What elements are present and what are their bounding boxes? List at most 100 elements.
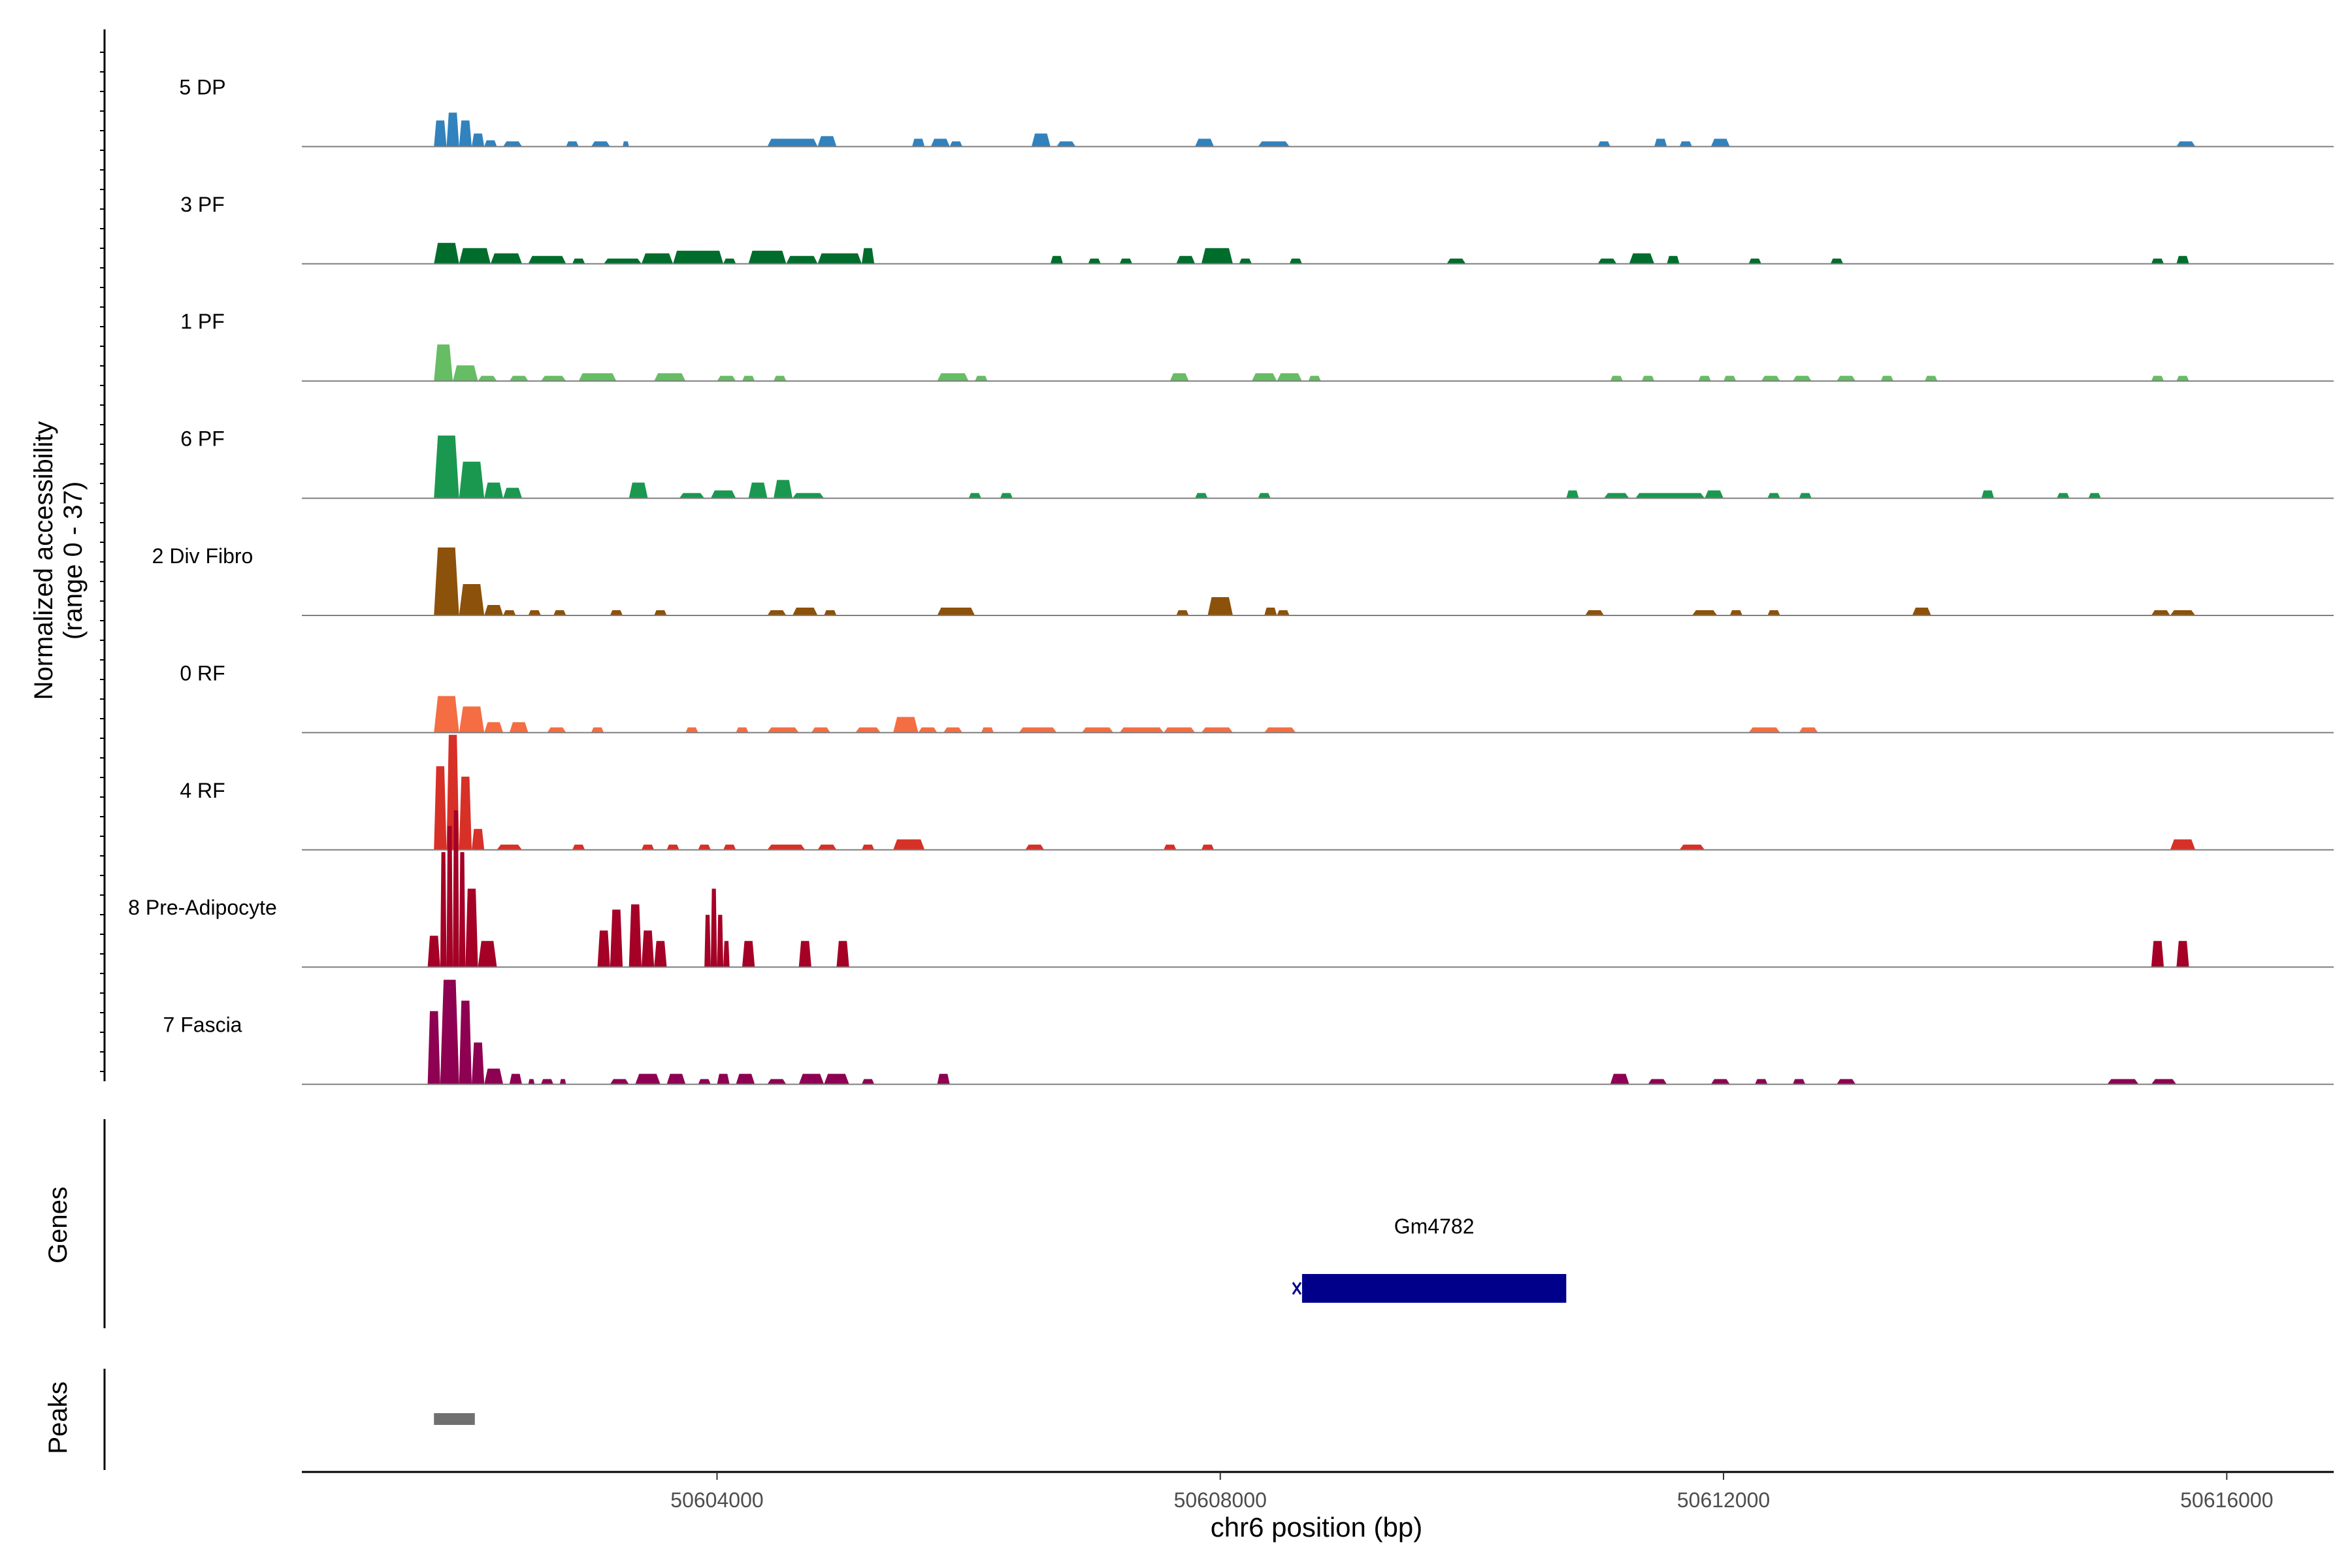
coverage-peak: [981, 727, 994, 733]
coverage-peak: [641, 930, 655, 968]
coverage-peak: [635, 1073, 661, 1085]
coverage-peak: [2176, 941, 2189, 968]
coverage-peak: [553, 610, 566, 615]
coverage-peak: [540, 376, 566, 382]
coverage-peak: [1585, 610, 1605, 615]
coverage-peak: [484, 1068, 504, 1085]
coverage-peak: [1748, 727, 1780, 733]
coverage-peak: [792, 608, 818, 615]
coverage-peak: [1925, 376, 1938, 382]
coverage-peak: [459, 248, 491, 264]
coverage-peak: [497, 844, 522, 850]
coverage-peak: [1176, 255, 1196, 264]
coverage-peak: [1604, 493, 1629, 498]
x-tick-label: 50608000: [1174, 1488, 1267, 1512]
coverage-peak: [2176, 141, 2196, 147]
coverage-peak: [774, 480, 792, 498]
coverage-peak: [774, 376, 787, 382]
coverage-peak: [2176, 376, 2189, 382]
coverage-peak: [1031, 133, 1051, 147]
coverage-peak: [1729, 610, 1742, 615]
coverage-peak: [1648, 1079, 1667, 1085]
coverage-peak: [490, 253, 522, 264]
coverage-peak: [2176, 255, 2189, 264]
coverage-peak: [685, 727, 698, 733]
track-6-pf: 6 PF: [180, 427, 2334, 499]
coverage-peak: [610, 909, 623, 968]
coverage-peak: [459, 706, 485, 733]
track-label: 6 PF: [180, 427, 225, 451]
coverage-peak: [1119, 258, 1132, 264]
gene-strand-arrow: [1292, 1282, 1302, 1295]
coverage-peak: [792, 493, 825, 498]
coverage-peak: [540, 1079, 554, 1085]
coverage-peak: [434, 766, 447, 850]
coverage-peak: [1679, 844, 1705, 850]
coverage-peak: [968, 493, 981, 498]
coverage-peak: [1799, 493, 1812, 498]
coverage-peak: [566, 141, 579, 147]
coverage-peak: [509, 376, 529, 382]
coverage-peak: [547, 727, 566, 733]
coverage-peak: [717, 376, 736, 382]
coverage-peak: [503, 141, 522, 147]
x-tick-label: 50604000: [670, 1488, 763, 1512]
coverage-peak: [1667, 255, 1680, 264]
coverage-peak: [440, 979, 459, 1085]
genes-track-label: Genes: [44, 1186, 73, 1264]
x-tick-label: 50616000: [2180, 1488, 2273, 1512]
coverage-peak: [459, 776, 472, 850]
coverage-peak: [427, 936, 440, 968]
coverage-peak: [930, 139, 950, 147]
x-tick-label: 50612000: [1677, 1488, 1770, 1512]
coverage-peak: [1880, 376, 1893, 382]
gene-body: [1301, 1274, 1567, 1303]
coverage-peak: [698, 844, 711, 850]
coverage-peak: [949, 141, 962, 147]
coverage-peak: [2057, 493, 2070, 498]
track-2-div-fibro: 2 Div Fibro: [152, 544, 2334, 616]
peaks-track: [103, 1369, 475, 1470]
coverage-peak: [2107, 1079, 2139, 1085]
coverage-peak: [824, 1073, 849, 1085]
track-label: 4 RF: [180, 779, 225, 802]
coverage-peak: [1201, 844, 1215, 850]
track-3-pf: 3 PF: [180, 193, 2334, 265]
coverage-peak: [434, 547, 459, 615]
coverage-peak: [472, 828, 485, 850]
coverage-peak: [1207, 597, 1233, 615]
coverage-peak: [912, 139, 925, 147]
coverage-peak: [723, 844, 736, 850]
coverage-peak: [1164, 727, 1196, 733]
coverage-peak: [1088, 258, 1101, 264]
coverage-peak: [1000, 493, 1013, 498]
coverage-peak: [1277, 610, 1290, 615]
coverage-peak: [1679, 141, 1692, 147]
coverage-peak: [817, 253, 862, 264]
coverage-peak: [446, 112, 459, 147]
coverage-peak: [434, 120, 447, 147]
coverage-peak: [1597, 258, 1617, 264]
coverage-peak: [610, 610, 623, 615]
coverage-peak: [1597, 141, 1610, 147]
coverage-peak: [1837, 376, 1856, 382]
coverage-peak: [459, 461, 485, 498]
coverage-peak: [673, 250, 724, 264]
coverage-peak: [1710, 139, 1730, 147]
coverage-peak: [484, 722, 504, 733]
coverage-peak: [453, 365, 478, 382]
coverage-peak: [459, 1000, 472, 1085]
coverage-peak: [786, 255, 818, 264]
track-8-pre-adipocyte: 8 Pre-Adipocyte: [128, 810, 2334, 968]
coverage-peak: [666, 1073, 686, 1085]
track-label: 5 DP: [179, 75, 225, 99]
y-axis-range-label: (range 0 - 37): [59, 482, 88, 640]
coverage-peak: [1767, 610, 1780, 615]
coverage-peak: [1176, 610, 1189, 615]
coverage-peak: [817, 136, 837, 147]
coverage-peak: [1251, 373, 1277, 382]
coverage-peak: [459, 852, 466, 968]
coverage-peak: [679, 493, 705, 498]
